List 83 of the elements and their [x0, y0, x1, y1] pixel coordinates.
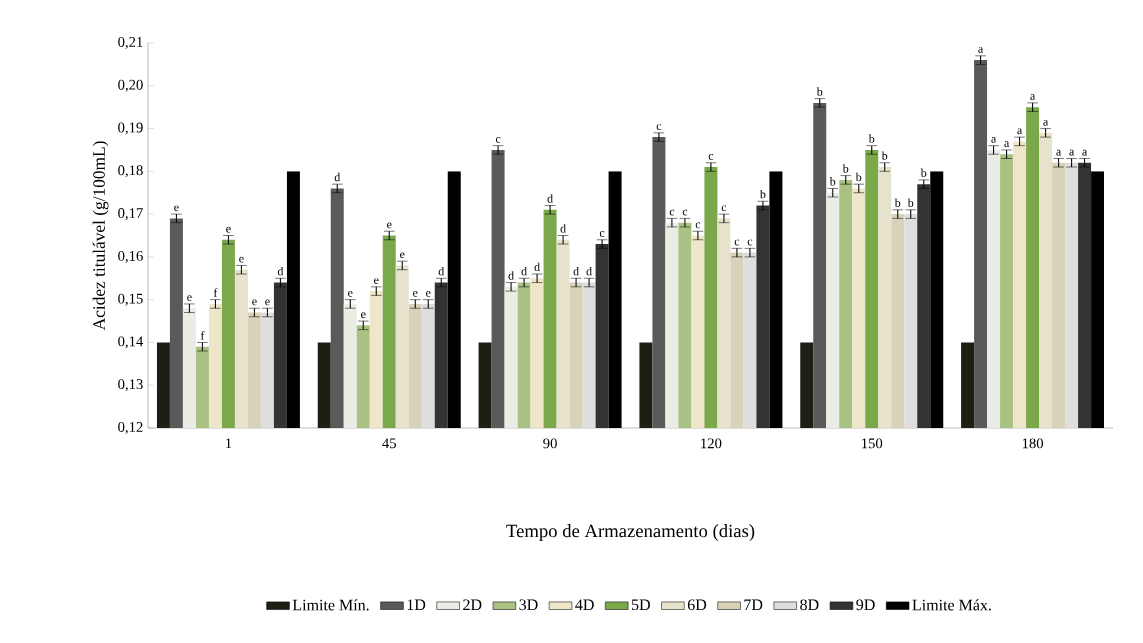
data-label: b: [842, 164, 849, 173]
data-label: a: [1069, 149, 1075, 156]
y-tick-label: 0,17: [118, 208, 143, 221]
data-label: a: [1017, 128, 1023, 135]
data-label: e: [426, 290, 431, 297]
data-label: c: [695, 222, 701, 229]
data-label: a: [1082, 149, 1088, 156]
data-label: e: [226, 226, 231, 233]
data-label: a: [1056, 149, 1062, 156]
y-tick-label: 0,20: [118, 79, 143, 92]
data-label: e: [187, 295, 192, 302]
data-label: d: [277, 266, 284, 276]
legend-label: Limite Máx.: [912, 599, 991, 611]
legend-label: 7D: [744, 599, 763, 610]
data-label: b: [894, 198, 901, 207]
y-tick-label: 0,13: [118, 379, 143, 392]
y-tick-label: 0,19: [118, 122, 143, 135]
data-label: b: [759, 189, 766, 199]
data-label: d: [334, 172, 341, 182]
data-label: d: [560, 224, 566, 233]
data-label: d: [508, 271, 514, 280]
data-label: e: [387, 222, 392, 229]
data-label: c: [669, 209, 675, 216]
data-label: b: [920, 168, 927, 177]
data-label: e: [348, 290, 353, 297]
legend-label: 2D: [463, 599, 482, 611]
data-label: c: [495, 136, 501, 143]
data-label: e: [174, 205, 179, 212]
x-tick-label: 45: [382, 438, 396, 449]
data-label: d: [586, 266, 592, 276]
legend-label: 8D: [800, 599, 819, 611]
data-label: d: [547, 194, 553, 203]
legend-label: 1D: [407, 599, 426, 611]
data-label: c: [656, 124, 662, 130]
data-label: c: [721, 205, 727, 212]
x-tick-label: 1: [226, 438, 232, 449]
y-tick-label: 0,21: [118, 37, 143, 50]
data-label: c: [734, 239, 740, 246]
data-label: d: [534, 262, 540, 272]
legend-label: Limite Mín.: [292, 599, 369, 611]
data-label: a: [1043, 119, 1049, 126]
legend-label: 3D: [519, 599, 538, 611]
x-tick-label: 180: [1022, 438, 1044, 449]
data-label: b: [907, 198, 914, 207]
data-label: a: [991, 136, 997, 143]
legend-label: 5D: [631, 599, 650, 611]
data-label: c: [599, 231, 605, 237]
data-label: b: [855, 172, 862, 182]
data-label: e: [400, 252, 405, 259]
y-axis-title: Acidez titulável (g/100mL): [92, 141, 109, 331]
data-label: b: [816, 87, 823, 96]
y-tick-label: 0,14: [118, 336, 144, 349]
data-label: b: [868, 134, 875, 143]
y-tick-label: 0,12: [118, 422, 143, 435]
data-label: d: [521, 266, 527, 276]
data-label: e: [361, 312, 366, 319]
data-label: e: [252, 299, 257, 306]
y-tick-label: 0,16: [118, 250, 143, 263]
data-label: f: [200, 331, 205, 340]
legend-label: 6D: [687, 599, 707, 611]
x-tick-label: 150: [862, 438, 883, 449]
y-tick-label: 0,18: [118, 165, 143, 178]
data-label: c: [708, 154, 714, 160]
x-axis-title: Tempo de Armazenamento (dias): [506, 524, 755, 542]
data-label: f: [213, 288, 218, 297]
legend-label: 4D: [575, 599, 594, 610]
data-label: a: [978, 47, 984, 53]
data-label: b: [881, 151, 888, 160]
data-label: a: [1030, 94, 1036, 100]
data-label: d: [438, 266, 445, 276]
data-label: c: [747, 239, 753, 246]
data-label: c: [682, 209, 688, 216]
x-tick-label: 120: [701, 438, 722, 449]
data-label: e: [374, 278, 379, 284]
y-tick-label: 0,15: [118, 293, 143, 306]
x-tick-label: 90: [543, 438, 557, 449]
data-label: e: [239, 256, 244, 263]
data-label: d: [573, 266, 579, 276]
data-label: e: [265, 299, 270, 306]
data-label: e: [413, 290, 418, 297]
legend-label: 9D: [856, 599, 875, 611]
data-label: b: [829, 177, 836, 186]
data-label: a: [1004, 141, 1010, 148]
